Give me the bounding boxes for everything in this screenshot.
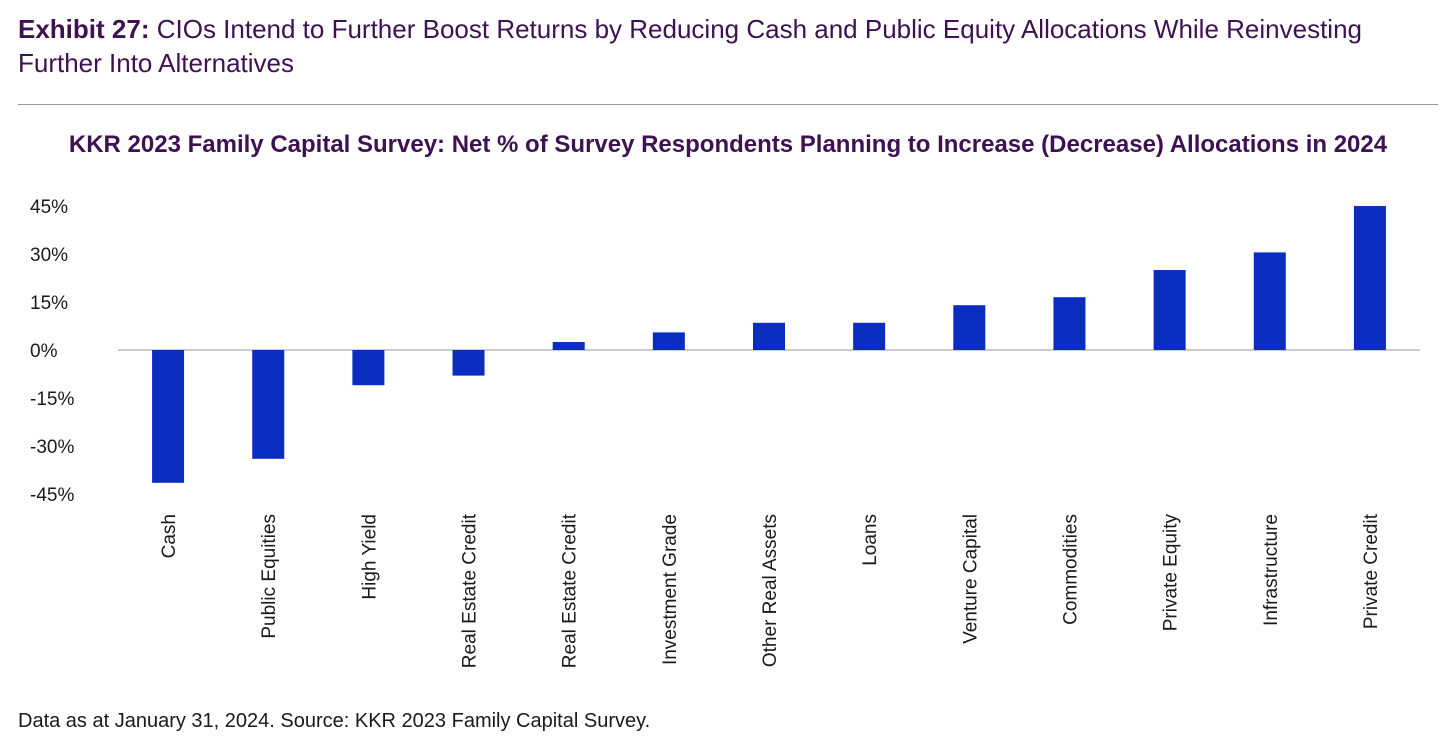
- bar: [552, 342, 585, 350]
- bar: [1053, 297, 1086, 350]
- bar: [853, 322, 886, 350]
- category-label: Private Equity: [1161, 514, 1182, 632]
- category-label: Infrastructure: [1261, 514, 1282, 626]
- header-divider: [18, 104, 1438, 105]
- y-tick-label: -30%: [30, 437, 74, 458]
- y-tick-label: -45%: [30, 485, 74, 506]
- exhibit-label: Exhibit 27:: [18, 14, 150, 44]
- y-tick-label: 15%: [30, 293, 68, 314]
- exhibit-title: CIOs Intend to Further Boost Returns by …: [18, 14, 1362, 78]
- bar: [252, 350, 285, 459]
- y-tick-label: 45%: [30, 197, 68, 218]
- bar: [753, 322, 785, 350]
- category-label: Cash: [159, 514, 180, 558]
- bar: [1153, 270, 1186, 350]
- category-label: Real Estate Credit: [560, 513, 581, 668]
- bar: [152, 350, 185, 483]
- bar-chart: 45% 30% 15% 0% -15% -30% -45% Cash Public Equiti…: [30, 197, 1420, 668]
- bar: [352, 350, 385, 386]
- category-label: High Yield: [359, 514, 380, 600]
- category-label: Private Credit: [1361, 513, 1382, 629]
- category-label: Loans: [860, 514, 881, 566]
- category-label: Commodities: [1060, 514, 1081, 625]
- source-note: Data as at January 31, 2024. Source: KKR…: [18, 710, 651, 732]
- bar: [452, 350, 485, 376]
- chart-title: KKR 2023 Family Capital Survey: Net % of…: [68, 131, 1388, 158]
- category-label: Public Equities: [259, 514, 280, 639]
- category-label: Other Real Assets: [760, 514, 781, 667]
- y-tick-label: -15%: [30, 389, 74, 410]
- bar: [1253, 252, 1286, 350]
- y-tick-label: 0%: [30, 341, 58, 362]
- category-label: Venture Capital: [960, 514, 981, 644]
- y-tick-label: 30%: [30, 245, 68, 266]
- category-label: Real Estate Credit: [460, 513, 481, 668]
- bar: [652, 332, 685, 350]
- bar: [953, 305, 986, 350]
- exhibit-heading: Exhibit 27: CIOs Intend to Further Boost…: [18, 12, 1438, 80]
- category-label: Investment Grade: [660, 514, 681, 665]
- bar: [1353, 206, 1386, 350]
